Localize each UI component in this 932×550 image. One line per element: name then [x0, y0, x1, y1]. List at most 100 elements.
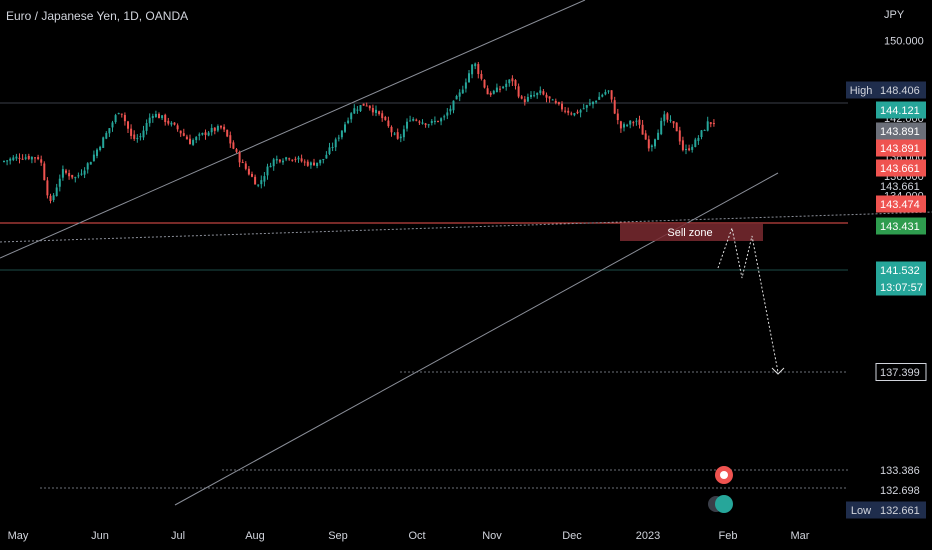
candle-body: [37, 157, 40, 160]
candle-body: [130, 128, 133, 136]
candle-body: [685, 149, 687, 151]
price-tag-value: 132.698: [880, 485, 920, 497]
candle-body: [468, 73, 470, 83]
candle-body: [499, 88, 501, 90]
price-tag-value: 13:07:57: [880, 282, 923, 294]
candle-body: [703, 129, 706, 131]
candle-body: [40, 159, 43, 163]
candle-body: [554, 100, 557, 103]
candle-body: [189, 138, 191, 145]
candle-body: [229, 135, 232, 144]
candle-body: [185, 136, 188, 140]
candle-body: [712, 123, 715, 125]
candle-body: [46, 180, 49, 196]
candle-body: [415, 119, 418, 121]
candle-body: [294, 158, 297, 160]
candle-body: [269, 165, 272, 168]
candle-body: [207, 132, 210, 136]
candle-body: [216, 126, 219, 131]
price-tag-value: 144.121: [880, 105, 920, 117]
projection-path: [717, 226, 779, 373]
candle-body: [235, 149, 238, 152]
candle-body: [427, 124, 430, 126]
candle-body: [3, 160, 5, 162]
candle-body: [632, 122, 635, 124]
candle-body: [61, 169, 64, 178]
candle-body: [331, 146, 334, 148]
candle-body: [232, 142, 235, 149]
candle-body: [344, 124, 346, 132]
candle-body: [440, 118, 443, 122]
candle-body: [49, 195, 52, 202]
x-tick-label: Nov: [482, 530, 502, 542]
candle-body: [641, 124, 644, 135]
x-tick-label: Mar: [791, 530, 810, 542]
candle-body: [548, 96, 551, 99]
candle-body: [623, 124, 625, 128]
price-tag-bg: [876, 159, 926, 177]
price-tag-value: 133.386: [880, 465, 920, 477]
candle-body: [381, 113, 384, 119]
candle-body: [313, 162, 315, 166]
candle-body: [697, 137, 700, 141]
candle-body: [337, 137, 340, 139]
candle-body: [260, 180, 263, 185]
candle-body: [238, 152, 241, 163]
currency-label: JPY: [884, 9, 905, 21]
candle-body: [598, 96, 601, 100]
candle-body: [502, 86, 505, 89]
candle-body: [635, 120, 638, 122]
candle-body: [170, 122, 173, 125]
candle-body: [12, 157, 15, 160]
candle-body: [604, 92, 607, 95]
candle-body: [319, 159, 322, 164]
candle-body: [474, 63, 477, 67]
candle-body: [551, 99, 554, 101]
candle-body: [576, 111, 579, 114]
candle-body: [567, 110, 570, 113]
candle-body: [644, 133, 647, 140]
candle-body: [173, 122, 176, 125]
price-tag-bg: [876, 501, 926, 519]
price-tag-value: 143.891: [880, 143, 920, 155]
candle-body: [77, 175, 80, 177]
price-tag-value: 143.661: [880, 163, 920, 175]
candle-body: [610, 90, 613, 100]
candle-body: [657, 132, 660, 140]
candle-body: [359, 105, 362, 112]
candle-body: [83, 170, 86, 175]
x-tick-label: Oct: [408, 530, 425, 542]
candle-body: [123, 115, 126, 122]
candle-body: [545, 94, 548, 98]
candle-body: [694, 139, 697, 147]
candle-body: [306, 161, 309, 166]
candle-body: [80, 173, 83, 175]
candle-body: [458, 92, 461, 97]
candle-body: [15, 156, 18, 159]
candle-body: [340, 130, 343, 138]
candle-body: [220, 125, 222, 128]
candle-body: [675, 122, 678, 132]
candle-body: [210, 127, 213, 133]
y-tick-label: 150.000: [884, 35, 924, 47]
candle-body: [52, 195, 55, 201]
candle-body: [120, 113, 123, 115]
candle-body: [353, 108, 356, 114]
candle-body: [375, 109, 377, 113]
candle-body: [244, 163, 247, 169]
candle-body: [145, 123, 148, 131]
candle-body: [387, 120, 390, 127]
candle-body: [350, 113, 353, 120]
candle-body: [505, 83, 508, 87]
candle-body: [362, 103, 365, 106]
candle-body: [595, 100, 598, 103]
candle-body: [368, 105, 371, 109]
candles: [3, 61, 715, 204]
candle-body: [486, 88, 489, 95]
candle-body: [433, 120, 436, 122]
sell-zone-box: [620, 223, 763, 241]
candle-body: [275, 158, 278, 161]
candle-body: [241, 162, 244, 164]
price-tag-value: 143.891: [880, 126, 920, 138]
